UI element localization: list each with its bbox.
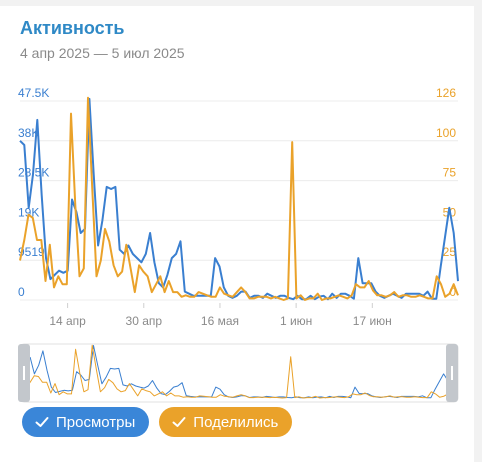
- shares-series-line-preview: [25, 344, 453, 399]
- left-axis-tick-label: 0: [18, 285, 25, 299]
- x-axis-tick-label: 16 мая: [201, 314, 239, 328]
- right-axis-tick-label: 0: [449, 285, 456, 299]
- shares-series-line: [19, 96, 459, 301]
- check-icon: [35, 417, 49, 427]
- x-axis-tick-label: 14 апр: [49, 314, 86, 328]
- toggle-views-button[interactable]: Просмотры: [22, 407, 150, 437]
- series-toggles: Просмотры Поделились: [22, 407, 293, 437]
- right-axis-tick-label: 25: [443, 245, 457, 259]
- navigator-frame: [19, 343, 459, 403]
- right-axis-tick-label: 126: [436, 86, 456, 100]
- x-axis-tick-label: 17 июн: [353, 314, 392, 328]
- date-range: 4 апр 2025 — 5 июл 2025: [20, 45, 185, 61]
- right-axis-tick-label: 75: [443, 166, 457, 180]
- right-axis-tick-label: 100: [436, 126, 456, 140]
- toggle-shares-label: Поделились: [193, 413, 279, 431]
- toggle-views-label: Просмотры: [56, 413, 136, 431]
- x-axis-ticks: 14 апр 30 апр 16 мая 1 июн 17 июн: [49, 303, 392, 328]
- main-plot-lines: [19, 96, 459, 301]
- check-icon: [172, 417, 186, 427]
- toggle-shares-button[interactable]: Поделились: [159, 407, 293, 437]
- left-axis-tick-label: 47.5K: [18, 86, 49, 100]
- x-axis-tick-label: 30 апр: [126, 314, 163, 328]
- navigator-preview-lines: [25, 344, 453, 399]
- x-axis-tick-label: 1 июн: [280, 314, 312, 328]
- left-axis-tick-label: 38K: [18, 126, 39, 140]
- left-axis-tick-label: 19K: [18, 205, 39, 219]
- chart-title: Активность: [20, 18, 125, 38]
- left-axis-tick-label: 9519: [18, 245, 45, 259]
- range-navigator[interactable]: [18, 343, 459, 403]
